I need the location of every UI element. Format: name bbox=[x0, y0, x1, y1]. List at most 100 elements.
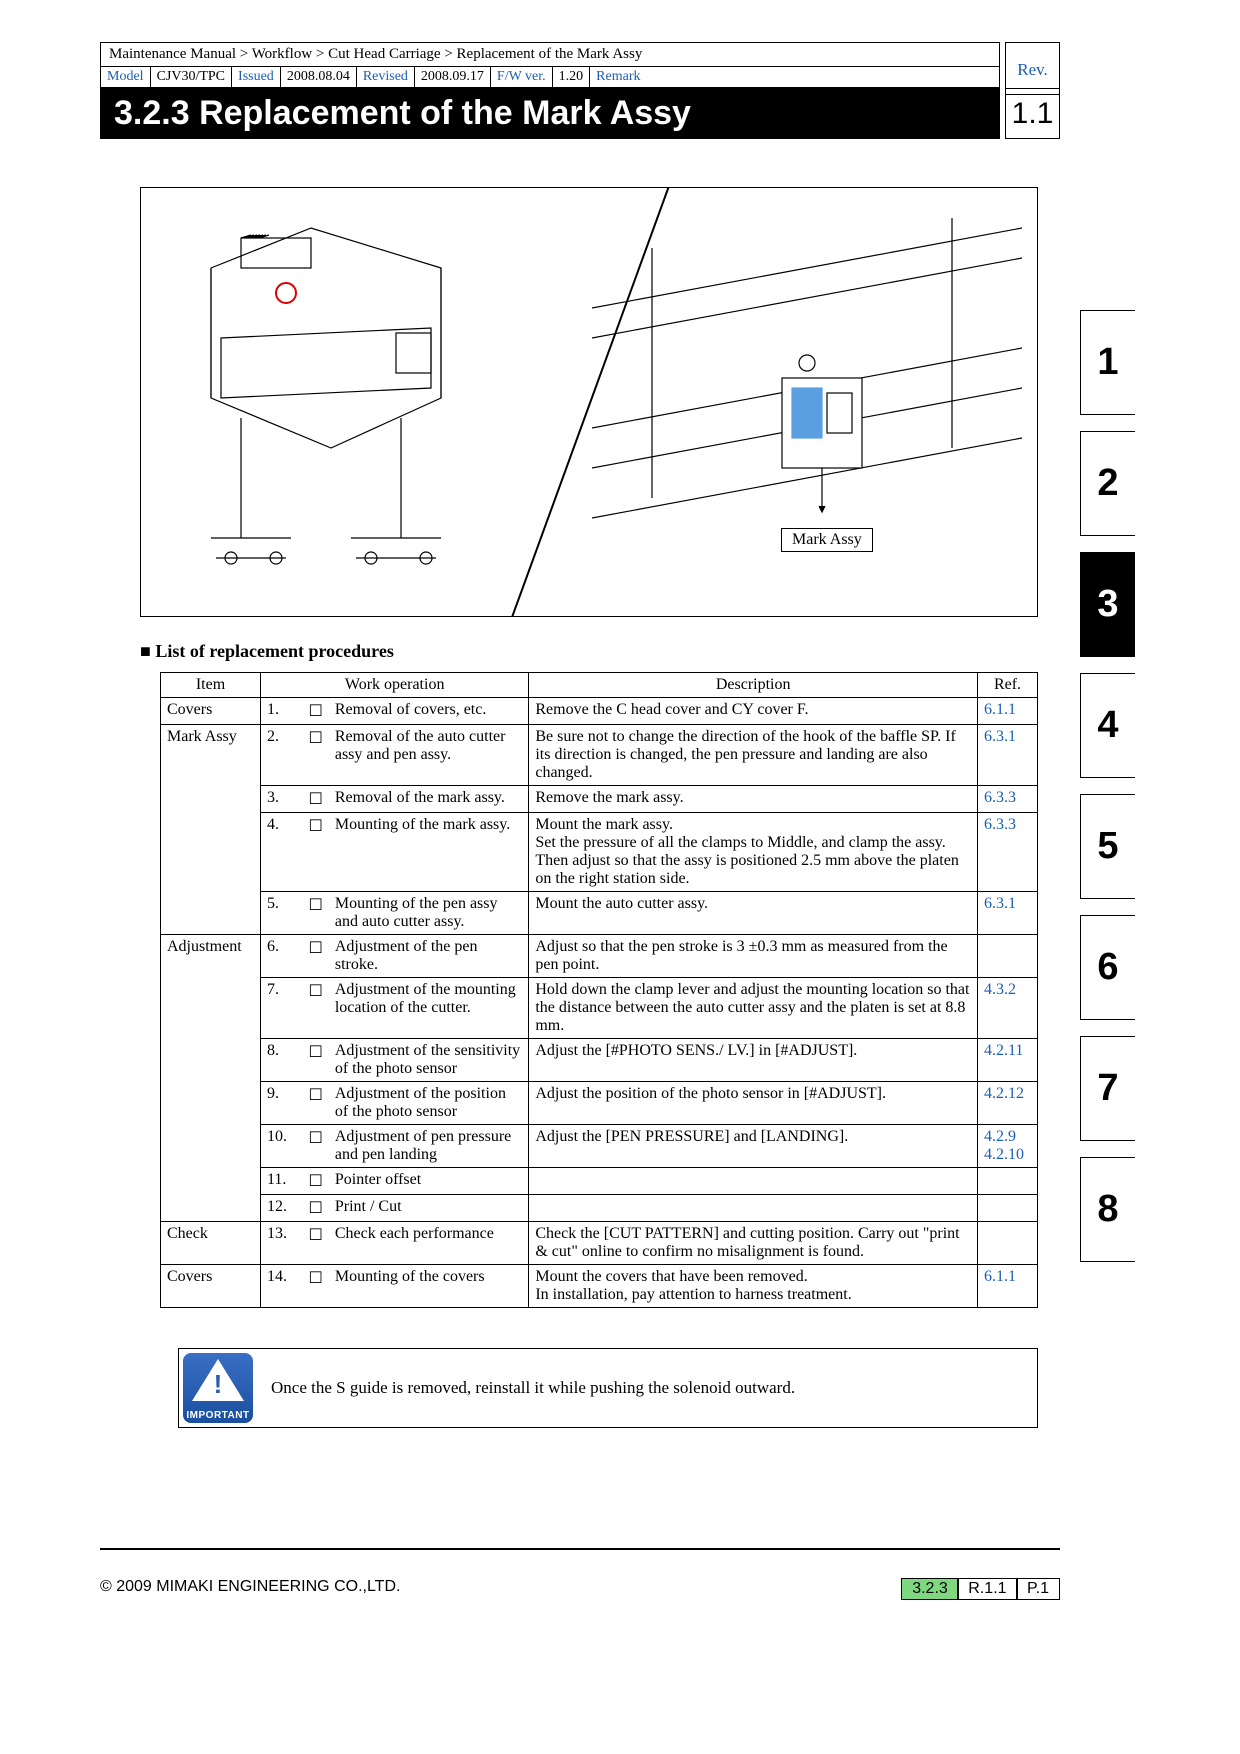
footer-page: P.1 bbox=[1016, 1578, 1060, 1600]
checkbox-icon[interactable]: ☐ bbox=[303, 813, 329, 892]
cell-operation: Mounting of the pen assy and auto cutter… bbox=[329, 892, 529, 935]
cell-description: Adjust the [#PHOTO SENS./ LV.] in [#ADJU… bbox=[529, 1039, 978, 1082]
revised-value: 2008.09.17 bbox=[415, 67, 491, 87]
section-title: 3.2.3 Replacement of the Mark Assy bbox=[100, 88, 1000, 139]
chapter-tab-6[interactable]: 6 bbox=[1080, 915, 1135, 1020]
chapter-tab-4[interactable]: 4 bbox=[1080, 673, 1135, 778]
table-row: 7.☐Adjustment of the mounting location o… bbox=[161, 978, 1038, 1039]
cell-step-num: 13. bbox=[261, 1222, 303, 1265]
cell-step-num: 14. bbox=[261, 1265, 303, 1308]
checkbox-icon[interactable]: ☐ bbox=[303, 892, 329, 935]
cell-step-num: 11. bbox=[261, 1168, 303, 1195]
cell-ref-link[interactable]: 4.2.11 bbox=[978, 1039, 1038, 1082]
fw-label: F/W ver. bbox=[491, 67, 553, 87]
cell-ref-link[interactable]: 6.3.3 bbox=[978, 813, 1038, 892]
chapter-tab-5[interactable]: 5 bbox=[1080, 794, 1135, 899]
figure-callout-label: Mark Assy bbox=[781, 528, 873, 552]
th-ref: Ref. bbox=[978, 673, 1038, 698]
issued-label: Issued bbox=[232, 67, 281, 87]
cell-description: Check the [CUT PATTERN] and cutting posi… bbox=[529, 1222, 978, 1265]
important-note: ! IMPORTANT Once the S guide is removed,… bbox=[178, 1348, 1038, 1428]
cell-operation: Removal of the auto cutter assy and pen … bbox=[329, 725, 529, 786]
table-row: 12.☐Print / Cut bbox=[161, 1195, 1038, 1222]
cell-ref-link[interactable]: 4.2.9 4.2.10 bbox=[978, 1125, 1038, 1168]
checkbox-icon[interactable]: ☐ bbox=[303, 725, 329, 786]
th-item: Item bbox=[161, 673, 261, 698]
cell-item: Mark Assy bbox=[161, 725, 261, 935]
cell-ref-link bbox=[978, 935, 1038, 978]
cell-step-num: 2. bbox=[261, 725, 303, 786]
cell-description: Be sure not to change the direction of t… bbox=[529, 725, 978, 786]
cell-step-num: 5. bbox=[261, 892, 303, 935]
cell-step-num: 6. bbox=[261, 935, 303, 978]
cell-step-num: 10. bbox=[261, 1125, 303, 1168]
rev-label-box: Rev. bbox=[1005, 42, 1060, 95]
table-row: 5.☐Mounting of the pen assy and auto cut… bbox=[161, 892, 1038, 935]
table-row: 4.☐Mounting of the mark assy.Mount the m… bbox=[161, 813, 1038, 892]
cell-description: Mount the covers that have been removed.… bbox=[529, 1265, 978, 1308]
page-footer: © 2009 MIMAKI ENGINEERING CO.,LTD. 3.2.3… bbox=[100, 1578, 1060, 1600]
cell-ref-link[interactable]: 6.1.1 bbox=[978, 698, 1038, 725]
cell-item: Adjustment bbox=[161, 935, 261, 1222]
checkbox-icon[interactable]: ☐ bbox=[303, 978, 329, 1039]
table-row: Mark Assy2.☐Removal of the auto cutter a… bbox=[161, 725, 1038, 786]
cell-description: Remove the C head cover and CY cover F. bbox=[529, 698, 978, 725]
checkbox-icon[interactable]: ☐ bbox=[303, 1082, 329, 1125]
cell-step-num: 4. bbox=[261, 813, 303, 892]
table-row: 3.☐Removal of the mark assy.Remove the m… bbox=[161, 786, 1038, 813]
th-op: Work operation bbox=[261, 673, 529, 698]
cell-step-num: 3. bbox=[261, 786, 303, 813]
table-row: Adjustment6.☐Adjustment of the pen strok… bbox=[161, 935, 1038, 978]
cell-ref-link[interactable]: 6.1.1 bbox=[978, 1265, 1038, 1308]
chapter-tab-8[interactable]: 8 bbox=[1080, 1157, 1135, 1262]
cell-operation: Mounting of the covers bbox=[329, 1265, 529, 1308]
cell-operation: Adjustment of the sensitivity of the pho… bbox=[329, 1039, 529, 1082]
chapter-tab-3[interactable]: 3 bbox=[1080, 552, 1135, 657]
checkbox-icon[interactable]: ☐ bbox=[303, 935, 329, 978]
important-icon: ! IMPORTANT bbox=[183, 1353, 253, 1423]
cell-description: Mount the mark assy. Set the pressure of… bbox=[529, 813, 978, 892]
cell-ref-link bbox=[978, 1195, 1038, 1222]
checkbox-icon[interactable]: ☐ bbox=[303, 1168, 329, 1195]
cell-ref-link bbox=[978, 1222, 1038, 1265]
checkbox-icon[interactable]: ☐ bbox=[303, 1222, 329, 1265]
cell-ref-link bbox=[978, 1168, 1038, 1195]
revised-label: Revised bbox=[357, 67, 415, 87]
chapter-tab-1[interactable]: 1 bbox=[1080, 310, 1135, 415]
table-row: Covers14.☐Mounting of the coversMount th… bbox=[161, 1265, 1038, 1308]
cell-step-num: 12. bbox=[261, 1195, 303, 1222]
procedures-table: Item Work operation Description Ref. Cov… bbox=[160, 672, 1038, 1308]
cell-ref-link[interactable]: 6.3.1 bbox=[978, 725, 1038, 786]
procedures-heading: List of replacement procedures bbox=[140, 641, 1140, 662]
th-desc: Description bbox=[529, 673, 978, 698]
cell-operation: Adjustment of pen pressure and pen landi… bbox=[329, 1125, 529, 1168]
chapter-tab-7[interactable]: 7 bbox=[1080, 1036, 1135, 1141]
cell-step-num: 1. bbox=[261, 698, 303, 725]
model-label: Model bbox=[101, 67, 151, 87]
meta-row: Model CJV30/TPC Issued 2008.08.04 Revise… bbox=[101, 67, 999, 87]
copyright: © 2009 MIMAKI ENGINEERING CO.,LTD. bbox=[100, 1578, 400, 1600]
cell-description: Adjust so that the pen stroke is 3 ±0.3 … bbox=[529, 935, 978, 978]
cell-ref-link[interactable]: 4.2.12 bbox=[978, 1082, 1038, 1125]
checkbox-icon[interactable]: ☐ bbox=[303, 698, 329, 725]
cell-operation: Pointer offset bbox=[329, 1168, 529, 1195]
cell-operation: Removal of covers, etc. bbox=[329, 698, 529, 725]
checkbox-icon[interactable]: ☐ bbox=[303, 1265, 329, 1308]
checkbox-icon[interactable]: ☐ bbox=[303, 1195, 329, 1222]
cell-operation: Print / Cut bbox=[329, 1195, 529, 1222]
cell-ref-link[interactable]: 6.3.3 bbox=[978, 786, 1038, 813]
checkbox-icon[interactable]: ☐ bbox=[303, 1125, 329, 1168]
checkbox-icon[interactable]: ☐ bbox=[303, 786, 329, 813]
cell-description: Hold down the clamp lever and adjust the… bbox=[529, 978, 978, 1039]
cell-ref-link[interactable]: 4.3.2 bbox=[978, 978, 1038, 1039]
cell-ref-link[interactable]: 6.3.1 bbox=[978, 892, 1038, 935]
cell-description: Adjust the position of the photo sensor … bbox=[529, 1082, 978, 1125]
header-box: Maintenance Manual > Workflow > Cut Head… bbox=[100, 42, 1000, 88]
cell-item: Covers bbox=[161, 1265, 261, 1308]
fw-value: 1.20 bbox=[553, 67, 591, 87]
table-row: 8.☐Adjustment of the sensitivity of the … bbox=[161, 1039, 1038, 1082]
model-value: CJV30/TPC bbox=[151, 67, 232, 87]
checkbox-icon[interactable]: ☐ bbox=[303, 1039, 329, 1082]
cell-step-num: 8. bbox=[261, 1039, 303, 1082]
chapter-tab-2[interactable]: 2 bbox=[1080, 431, 1135, 536]
